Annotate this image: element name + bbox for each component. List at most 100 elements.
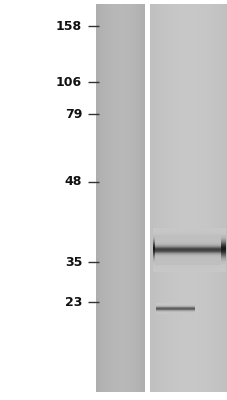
Bar [95, 4, 96, 392]
Bar [111, 4, 112, 392]
Bar [162, 4, 163, 392]
Bar [99, 4, 100, 392]
Bar [165, 4, 166, 392]
Bar [109, 4, 110, 392]
Bar [142, 4, 143, 392]
Bar [202, 4, 203, 392]
Bar [141, 4, 142, 392]
Bar [199, 4, 200, 392]
Bar [105, 4, 106, 392]
Bar [188, 4, 189, 392]
Bar [172, 4, 173, 392]
Bar [115, 4, 116, 392]
Bar [190, 4, 191, 392]
Bar [119, 4, 120, 392]
Bar [137, 4, 138, 392]
Bar [175, 4, 176, 392]
Bar [97, 4, 98, 392]
Bar [116, 4, 117, 392]
Bar [144, 4, 145, 392]
Bar [221, 4, 222, 392]
Bar [220, 4, 221, 392]
Bar [120, 4, 121, 392]
Bar [160, 4, 161, 392]
Bar [215, 4, 216, 392]
Bar [169, 4, 170, 392]
Bar [224, 4, 225, 392]
Bar [204, 4, 205, 392]
Bar [132, 4, 133, 392]
Bar [209, 4, 210, 392]
Bar [121, 4, 122, 392]
Bar [158, 4, 159, 392]
Bar [208, 4, 209, 392]
Bar [205, 4, 206, 392]
Bar [102, 4, 103, 392]
Bar [135, 4, 136, 392]
Bar [206, 4, 207, 392]
Bar [164, 4, 165, 392]
Bar [123, 4, 124, 392]
Bar [181, 4, 182, 392]
Bar [217, 4, 218, 392]
Bar [155, 4, 156, 392]
Bar [197, 4, 198, 392]
Bar [223, 4, 224, 392]
Bar [216, 4, 217, 392]
Bar [139, 4, 140, 392]
Bar [108, 4, 109, 392]
Bar [177, 4, 178, 392]
Bar [166, 4, 167, 392]
Bar [174, 4, 175, 392]
Bar [124, 4, 125, 392]
Bar [219, 4, 220, 392]
Bar [122, 4, 123, 392]
Bar [130, 4, 131, 392]
Bar [198, 4, 199, 392]
Bar [170, 4, 171, 392]
Bar [136, 4, 137, 392]
Bar [129, 4, 130, 392]
Bar [207, 4, 208, 392]
Bar [125, 4, 126, 392]
Bar [225, 4, 226, 392]
Bar [180, 4, 181, 392]
Bar [156, 4, 157, 392]
Text: 48: 48 [64, 176, 82, 188]
Bar [183, 4, 184, 392]
Bar [100, 4, 101, 392]
Bar [134, 4, 135, 392]
Bar [179, 4, 180, 392]
Bar [110, 4, 111, 392]
Bar [201, 4, 202, 392]
Bar [103, 4, 104, 392]
Bar [185, 4, 187, 392]
Bar [184, 4, 185, 392]
Text: 35: 35 [64, 256, 82, 268]
Bar [214, 4, 215, 392]
Bar [210, 4, 211, 392]
Bar [178, 4, 179, 392]
Bar [222, 4, 223, 392]
Bar [127, 4, 128, 392]
Text: 79: 79 [64, 108, 82, 120]
Bar [187, 4, 188, 392]
Bar [154, 4, 155, 392]
Bar [194, 4, 195, 392]
Bar [153, 4, 154, 392]
Bar [191, 4, 192, 392]
Bar [157, 4, 158, 392]
Bar [113, 4, 114, 392]
Bar [163, 4, 164, 392]
Bar [168, 4, 169, 392]
Bar [211, 4, 212, 392]
Text: 106: 106 [56, 76, 82, 88]
Bar [176, 4, 177, 392]
Bar [136, 4, 137, 392]
Bar [193, 4, 194, 392]
Bar [112, 4, 113, 392]
Bar [203, 4, 204, 392]
Bar [173, 4, 174, 392]
Bar [167, 4, 168, 392]
Bar [152, 4, 153, 392]
